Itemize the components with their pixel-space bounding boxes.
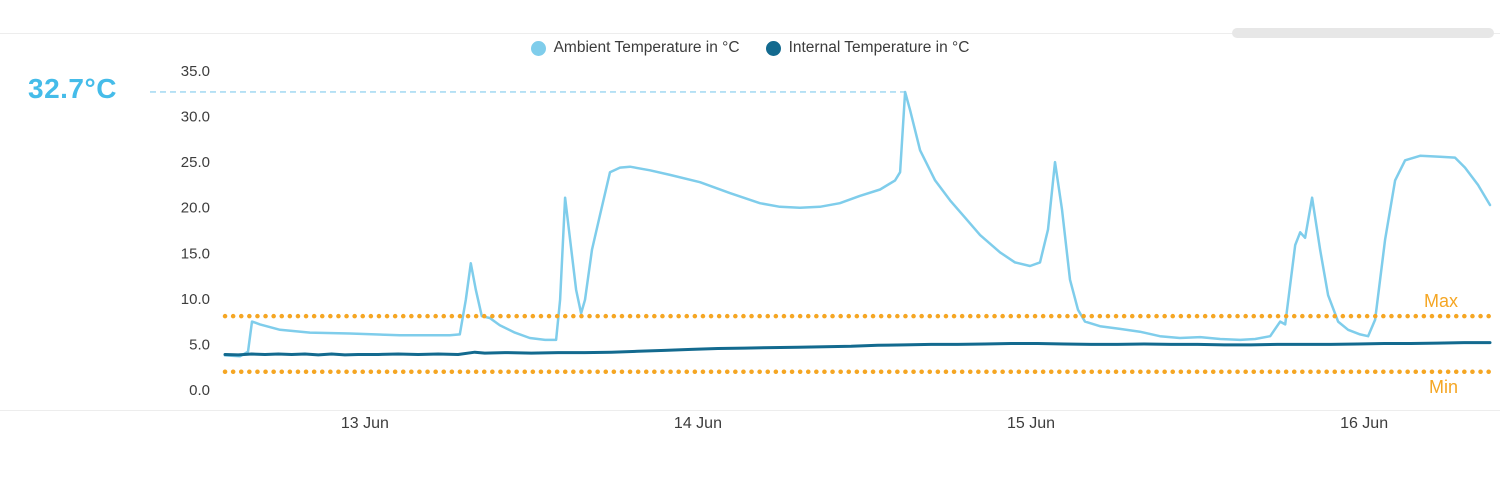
y-tick-label: 0.0	[189, 382, 210, 399]
legend-item-internal[interactable]: Internal Temperature in °C	[765, 39, 970, 57]
chart-legend: Ambient Temperature in °C Internal Tempe…	[0, 39, 1500, 57]
y-tick-label: 25.0	[181, 154, 210, 171]
series-line-internal	[223, 341, 1492, 357]
scrollbar-track[interactable]	[0, 33, 1500, 34]
legend-dot-ambient-icon	[530, 40, 546, 56]
y-tick-label: 30.0	[181, 109, 210, 126]
legend-label-ambient: Ambient Temperature in °C	[553, 39, 740, 56]
y-tick-label: 10.0	[181, 291, 210, 308]
threshold-label-max: Max	[1424, 291, 1458, 311]
x-tick-label: 15 Jun	[1007, 415, 1055, 432]
y-tick-label: 20.0	[181, 200, 210, 217]
x-tick-label: 13 Jun	[341, 415, 389, 432]
y-tick-label: 15.0	[181, 245, 210, 262]
legend-dot-internal-icon	[765, 40, 781, 56]
threshold-label-min: Min	[1429, 377, 1458, 397]
y-tick-label: 35.0	[181, 63, 210, 80]
x-tick-label: 16 Jun	[1340, 415, 1388, 432]
max-value-annotation: 32.7°C	[28, 73, 117, 104]
series-line-ambient	[223, 90, 1492, 358]
legend-label-internal: Internal Temperature in °C	[788, 39, 970, 56]
legend-item-ambient[interactable]: Ambient Temperature in °C	[530, 39, 740, 57]
y-tick-label: 5.0	[189, 336, 210, 353]
scrollbar-thumb[interactable]	[1232, 28, 1494, 38]
bottom-divider	[0, 410, 1500, 411]
x-tick-label: 14 Jun	[674, 415, 722, 432]
